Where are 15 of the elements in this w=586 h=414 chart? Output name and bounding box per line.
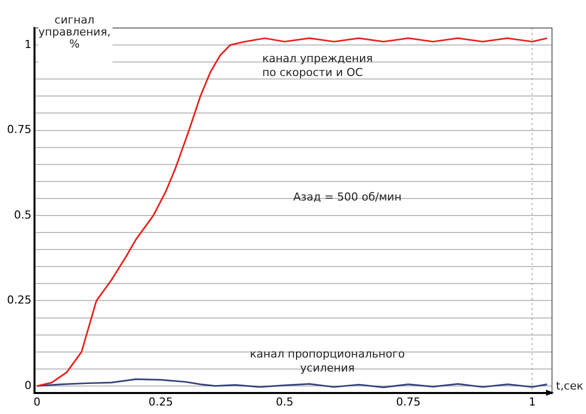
- x-axis-title: t,сек: [556, 380, 584, 393]
- y-tick-label: 0.75: [6, 123, 32, 136]
- y-tick-label: 0.25: [6, 294, 32, 307]
- x-tick-label: 0.75: [396, 395, 421, 408]
- y-tick-label: 1: [24, 38, 32, 51]
- y-tick-label: 0.5: [14, 208, 32, 222]
- y-axis-title: сигнал управления, %: [38, 13, 111, 50]
- x-tick-label: 0.25: [148, 395, 174, 408]
- text: 0: [33, 395, 40, 408]
- y-tick-label: 0: [24, 378, 32, 392]
- series-label: канал упреждения по скорости и ОС: [262, 52, 373, 79]
- annotation: Aзад = 500 об/мин: [293, 190, 402, 204]
- x-tick-label: 1: [528, 395, 536, 408]
- series-label: канал пропорционального усиления: [250, 347, 406, 374]
- x-tick-label: 0.5: [276, 395, 294, 408]
